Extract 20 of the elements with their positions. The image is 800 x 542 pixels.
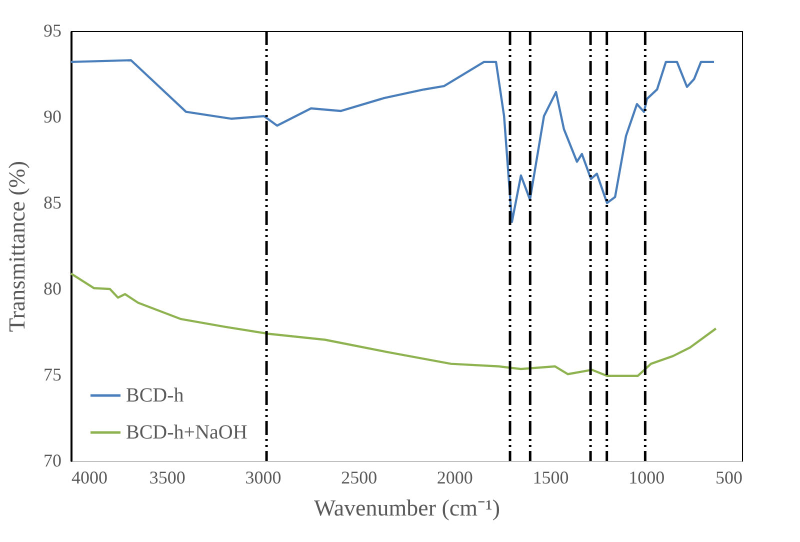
legend-label: BCD-h (126, 384, 184, 406)
x-tick-label: 3000 (245, 468, 282, 488)
y-tick-label: 95 (44, 20, 62, 40)
x-tick-label: 1500 (532, 468, 569, 488)
x-tick-label: 1000 (628, 468, 665, 488)
y-tick-label: 80 (44, 278, 62, 298)
line-series (70, 272, 718, 377)
y-tick-label: 90 (44, 106, 62, 126)
y-axis-title: Transmittance (%) (4, 161, 30, 332)
x-tick-label: 3500 (149, 468, 186, 488)
legend-label: BCD-h+NaOH (126, 422, 248, 444)
x-axis-title: Wavenumber (cm⁻¹) (314, 496, 500, 520)
y-tick-label: 70 (44, 450, 62, 470)
x-tick-label: 2500 (341, 468, 378, 488)
line-series (70, 59, 716, 224)
x-tick-label: 2000 (436, 468, 473, 488)
y-tick-label: 75 (44, 364, 62, 384)
y-tick-label: 85 (44, 192, 62, 212)
x-tick-label: 4000 (72, 468, 108, 488)
x-tick-label: 500 (716, 468, 742, 488)
